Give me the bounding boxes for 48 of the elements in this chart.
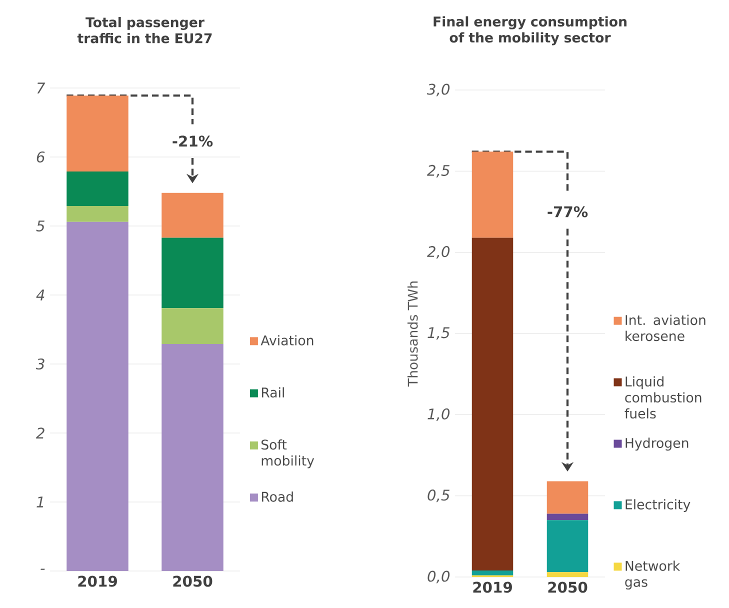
y-tick-label: 7 [37,82,46,94]
chart-title: Final energy consumption of the mobility sector [434,16,626,46]
legend-label: Soft mobility [262,439,314,468]
bar [472,152,514,238]
legend-label: Road [262,491,293,502]
y-axis-title: Thousands TWh [407,282,418,387]
y-tick-label: 1,5 [428,327,450,340]
bar [162,238,224,308]
y-tick-label: 2,5 [427,164,450,178]
bar [162,344,224,571]
y-tick-label: 5 [36,220,44,232]
bar [472,570,514,576]
legend-label: Electricity [626,499,690,512]
y-tick-label: - [40,568,45,570]
bar [162,308,224,344]
y-tick-label: 1,0 [428,408,450,421]
y-tick-label: 3 [36,358,44,370]
y-tick-label: 2 [36,428,44,438]
annotation: -77% [548,206,588,218]
bar [66,222,128,571]
bar [546,481,588,514]
y-tick-label: 0,0 [428,570,450,584]
legend-label: Liquid combustion fuels [624,376,702,419]
bar [66,96,128,172]
y-tick-label: 6 [36,151,45,163]
legend-label: Int. aviation kerosene [626,314,706,342]
x-tick-label: 2019 [78,576,117,587]
bar [66,206,128,222]
annotation: -21% [172,136,213,147]
bar [546,520,588,572]
bar [162,192,224,238]
y-tick-label: 3,0 [426,84,450,96]
bar [66,172,128,206]
legend-label: Hydrogen [626,438,688,451]
bar [546,514,588,520]
legend-label: Rail [262,387,284,398]
y-tick-label: 0,5 [428,490,450,502]
chart-title: Total passenger traffic in the EU27 [77,16,212,44]
x-tick-label: 2050 [548,582,588,593]
legend-label: Network gas [625,560,680,590]
x-tick-label: 2050 [173,576,212,587]
y-tick-label: 1 [36,496,44,508]
bar [546,572,588,577]
y-tick-label: 2,0 [427,246,450,259]
x-tick-label: 2019 [473,582,512,593]
bar [472,238,514,571]
legend-label: Aviation [260,335,314,346]
y-tick-label: 4 [36,290,44,300]
